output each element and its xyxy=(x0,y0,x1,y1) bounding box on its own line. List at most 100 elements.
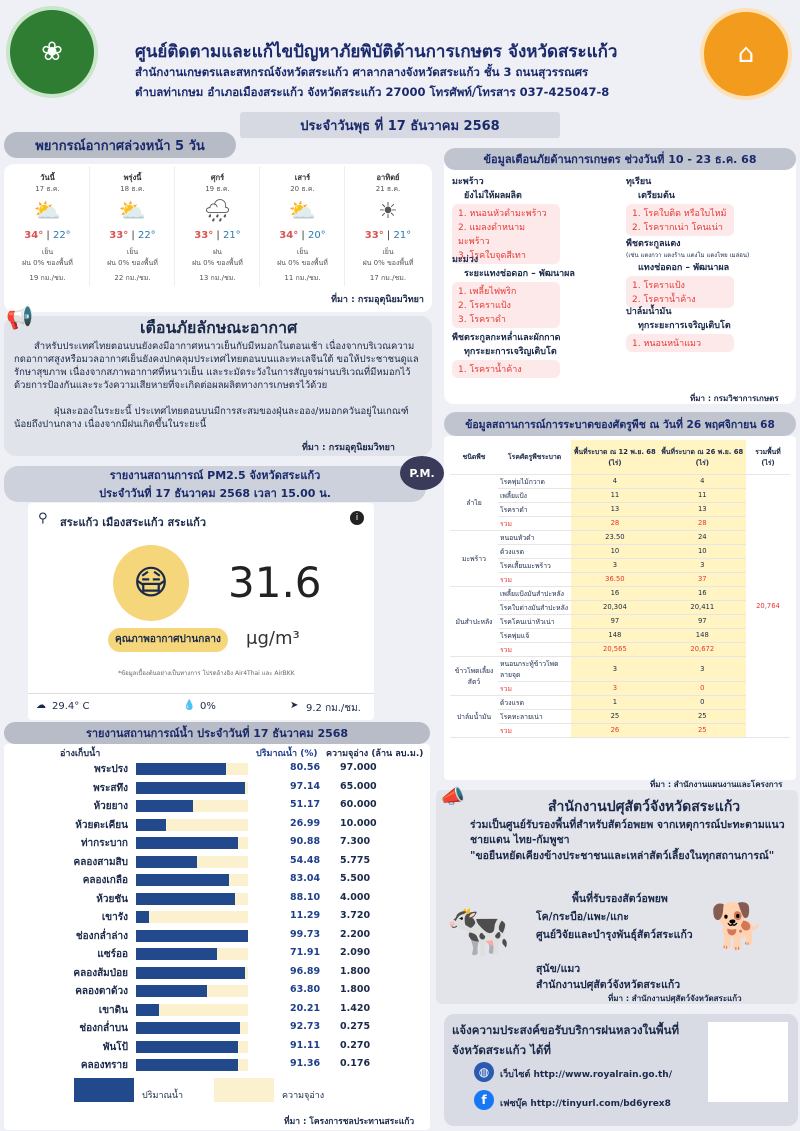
pest-area-a: 23.50 xyxy=(571,530,659,545)
alert-crop-stage: แทงช่อดอก – พัฒนาผล xyxy=(638,263,730,273)
pest-name: โรคพุ่มไม้กวาด xyxy=(498,474,572,489)
reservoir-pct: 51.17 xyxy=(290,799,321,810)
reservoir-name: ช่องกล่ำล่าง xyxy=(75,930,128,942)
volume-bar xyxy=(136,966,245,979)
pm-temp: 29.4° C xyxy=(52,701,90,712)
warning-title: เตือนภัยลักษณะอากาศ xyxy=(140,318,298,337)
alert-crop-name: พืชตระกูลแตง xyxy=(626,239,681,249)
reservoir-pct: 54.48 xyxy=(290,854,321,866)
pest-row: โรคทะลายเน่า 25 25 xyxy=(450,709,790,724)
pest-area-b: 97 xyxy=(658,614,746,629)
forecast-day-date: 17 ธ.ค. xyxy=(35,185,60,193)
reservoir-pct: 90.88 xyxy=(290,836,321,847)
alert-pest-item: 1. เพลี้ยไฟพริก xyxy=(458,287,517,297)
forecast-wind: 17 กม./ชม. xyxy=(369,274,407,282)
cloud-icon: ☁ xyxy=(36,700,46,711)
pest-row: มะพร้าว หนอนหัวดำ 23.50 24 xyxy=(450,530,790,587)
reservoir-pct: 91.36 xyxy=(290,1058,321,1069)
pest-area-b: 24 xyxy=(658,530,746,545)
volume-bar xyxy=(136,800,194,812)
pest-row: โรคโคนเน่าหัวเน่า 97 97 xyxy=(450,614,790,629)
rain-icon: 🌧 xyxy=(203,199,232,224)
pest-area-a: 20,565 xyxy=(571,642,659,657)
forecast-min: 22° xyxy=(52,230,71,241)
forecast-min: 21° xyxy=(222,230,241,241)
forecast-day-name: ศุกร์ xyxy=(210,173,225,182)
pest-row: โรคราดำ 13 13 xyxy=(450,502,790,517)
reservoir-capacity: 65.000 xyxy=(340,780,377,792)
pest-name: ด้วงแรด xyxy=(498,544,572,559)
page-title: ศูนย์ติดตามและแก้ไขปัญหาภัยพิบัติด้านการ… xyxy=(135,42,618,62)
alert-pest-item: 1. โรคใบติด หรือใบไหม้ xyxy=(632,209,727,219)
capacity-bar xyxy=(136,911,248,923)
alert-crop-stage: ยังไม่ให้ผลผลิต xyxy=(464,191,522,201)
capacity-bar xyxy=(136,1003,248,1016)
pest-area-b: 0 xyxy=(658,681,746,696)
rain-website[interactable]: เว็บไซต์ http://www.royalrain.go.th/ xyxy=(500,1070,672,1080)
volume-bar xyxy=(136,1040,239,1053)
reservoir-name: พระสทึง xyxy=(93,782,128,794)
pest-name: หนอนหัวดำ xyxy=(498,530,572,545)
info-icon[interactable]: i xyxy=(350,511,364,525)
alert-pest-item: 2. โรคราแป้ง xyxy=(458,301,511,311)
pest-name: โรคเสี้ยนมะพร้าว xyxy=(498,558,572,573)
alert-crop-name: มะม่วง xyxy=(452,255,479,265)
alert-pest-item: 3. โรคราดำ xyxy=(458,315,506,325)
pest-name: รวม xyxy=(498,572,572,587)
forecast-temps: 33° | 22° xyxy=(109,230,156,241)
pm-panel: ⚲ สระแก้ว เมืองสระแก้ว สระแก้ว i 😷 31.6 … xyxy=(28,503,374,720)
pest-area-b: 3 xyxy=(658,558,746,573)
pest-name: โรคพุ่มแจ้ xyxy=(498,628,572,643)
forecast-min: 20° xyxy=(307,230,326,241)
pest-header-cell: พื้นที่ระบาด ณ 26 พ.ย. 68 (ไร่) xyxy=(658,440,746,475)
alert-title: ข้อมูลเตือนภัยด้านการเกษตร ช่วงวันที่ 10… xyxy=(444,148,796,170)
volume-bar xyxy=(136,781,245,794)
reservoir-pct: 91.11 xyxy=(290,1039,321,1051)
livestock-area-3: ศูนย์วิจัยและบำรุงพันธุ์สัตว์สระแก้ว xyxy=(536,929,693,941)
reservoir-capacity: 97.000 xyxy=(340,762,377,773)
water-source: ที่มา : โครงการชลประทานสระแก้ว xyxy=(284,1117,415,1127)
reservoir-capacity: 0.270 xyxy=(340,1039,371,1051)
reservoir-pct: 26.99 xyxy=(290,817,321,829)
livestock-area-4: สุนัข/แมว xyxy=(536,963,581,975)
pest-name: โรคทะลายเน่า xyxy=(498,709,572,724)
pm-title: รายงานสถานการณ์ PM2.5 จังหวัดสระแก้ว ประ… xyxy=(4,466,426,502)
forecast-day-date: 19 ธ.ค. xyxy=(205,185,230,193)
forecast-day: พรุ่งนี้ 18 ธ.ค. ⛅ 33° | 22° เย็น ฝน 0% ของพื… xyxy=(91,166,175,286)
reservoir-capacity: 5.775 xyxy=(340,854,371,866)
pest-row: รวม 26 25 xyxy=(450,723,790,738)
reservoir-name: คลองเกลือ xyxy=(82,875,128,886)
livestock-area-2: โค/กระบือ/แพะ/แกะ xyxy=(536,911,629,923)
reservoir-pct: 71.91 xyxy=(290,947,321,958)
pest-name: โรคใบด่างมันสำปะหลัง xyxy=(498,600,572,615)
pest-area-a: 11 xyxy=(571,488,659,503)
partly-cloudy-icon: ⛅ xyxy=(288,199,317,224)
partly-cloudy-icon: ⛅ xyxy=(118,199,147,224)
forecast-day-name: วันนี้ xyxy=(40,173,55,182)
alert-crop-stage: ทุกระยะการเจริญเติบโต xyxy=(638,321,731,331)
pest-row: ข้าวโพดเลี้ยงสัตว์ หนอนกระทู้ข้าวโพดลายจุ… xyxy=(450,656,790,696)
pest-name: รวม xyxy=(498,642,572,657)
qr-code-icon[interactable] xyxy=(708,1022,788,1102)
pest-area-a: 28 xyxy=(571,516,659,531)
alert-crop: มะม่วง ระยะแทงช่อดอก – พัฒนาผล 1. เพลี้ยไฟ… xyxy=(452,252,622,328)
reservoir-pct: 96.89 xyxy=(290,965,321,977)
forecast-temps: 33° | 21° xyxy=(194,230,241,241)
pest-area-a: 3 xyxy=(571,681,659,696)
alert-crop-name: ทุเรียน xyxy=(626,177,652,187)
rain-facebook[interactable]: เฟซบุ๊ค http://tinyurl.com/bd6yrex8 xyxy=(500,1099,671,1109)
volume-bar xyxy=(136,855,198,868)
pest-area-a: 16 xyxy=(571,586,659,601)
forecast-desc: ฝน xyxy=(213,248,222,256)
reservoir-name: คลองตาด้วง xyxy=(75,986,128,997)
pm-title-1: รายงานสถานการณ์ PM2.5 จังหวัดสระแก้ว xyxy=(109,469,321,482)
reservoir-pct: 80.56 xyxy=(290,762,321,773)
reservoir-pct: 11.29 xyxy=(290,910,321,921)
alert-crop: พืชตระกูลแตง (เช่น แตงกวา แตงร้าน แตงโม แ… xyxy=(626,236,796,308)
alert-crop: ทุเรียน เตรียมต้น 1. โรคใบติด หรือใบไหม้ 2.… xyxy=(626,174,796,236)
forecast-panel: วันนี้ 17 ธ.ค. ⛅ 34° | 22° เย็น ฝน 0% ของพื้น… xyxy=(4,164,432,312)
forecast-temps: 34° | 20° xyxy=(279,230,326,241)
volume-bar xyxy=(136,892,235,905)
reservoir-name: ห้วยตะเคียน xyxy=(75,819,128,831)
forecast-source: ที่มา : กรมอุตุนิยมวิทยา xyxy=(331,295,424,305)
